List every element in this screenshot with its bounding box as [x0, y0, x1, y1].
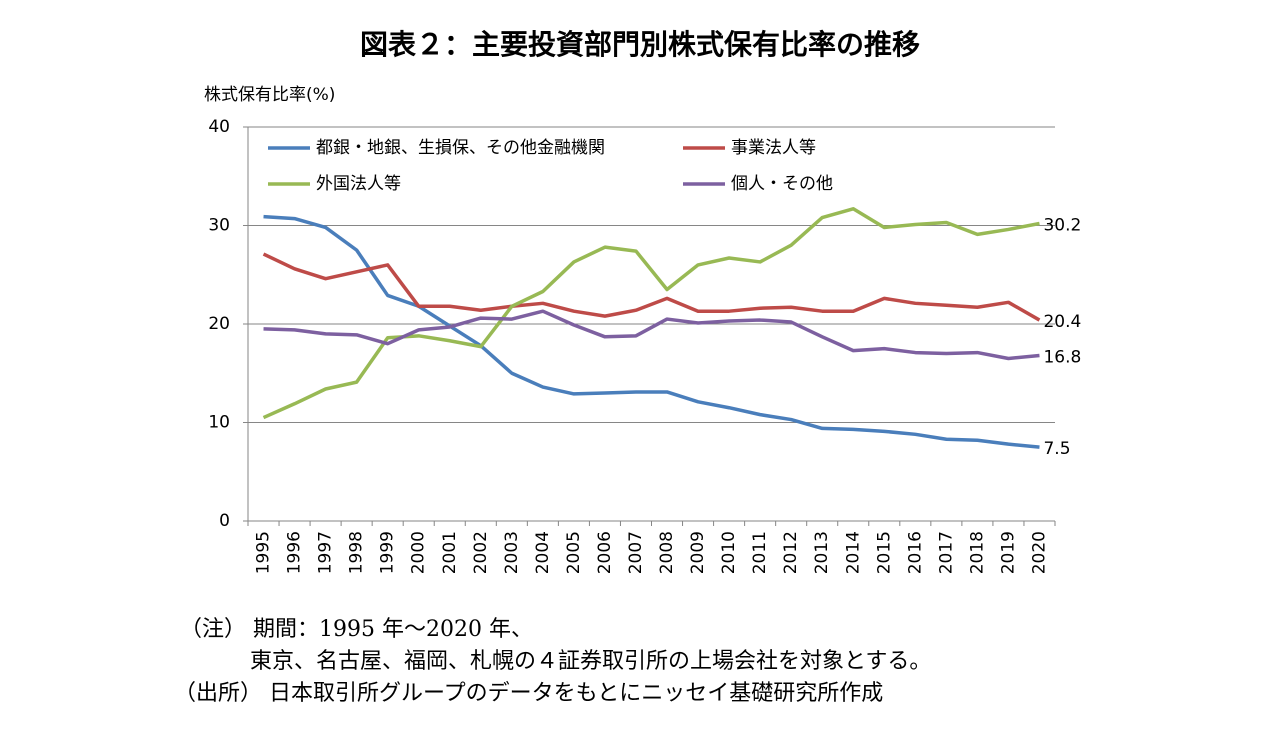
x-tick-label: 1996: [285, 531, 305, 574]
x-tick-label: 2015: [874, 531, 894, 574]
chart: 図表２：主要投資部門別株式保有比率の推移 株式保有比率(%) 0 10 20 30 40…: [204, 28, 1081, 574]
chart-title: 図表２：主要投資部門別株式保有比率の推移: [360, 28, 920, 61]
x-tick-label: 2009: [688, 531, 708, 574]
notes: （注） 期間：1995 年～2020 年、 東京、名古屋、福岡、札幌の４証券取引…: [174, 614, 932, 710]
series-line: [263, 214, 1040, 449]
x-tick-label: 1999: [378, 531, 398, 574]
legend-label: 都銀・地銀、生損保、その他金融機関: [316, 138, 605, 158]
x-tick-label: 2011: [750, 531, 770, 574]
x-tick-label: 1995: [254, 531, 274, 574]
x-tick-label: 2006: [595, 531, 615, 574]
data-label: 16.8: [1043, 348, 1081, 368]
x-tick-label: 1998: [347, 531, 367, 574]
x-tick-label: 2017: [936, 531, 956, 574]
x-tick-label: 2001: [440, 531, 460, 574]
x-tick-label: 2000: [409, 531, 429, 574]
y-tick-label: 10: [208, 413, 230, 433]
series-line: [262, 207, 1040, 420]
x-tick-label: 2004: [533, 531, 553, 574]
data-label: 20.4: [1043, 312, 1081, 332]
x-tick-label: 2019: [998, 531, 1018, 574]
note: （出所） 日本取引所グループのデータをもとにニッセイ基礎研究所作成: [174, 681, 884, 706]
note: 東京、名古屋、福岡、札幌の４証券取引所の上場会社を対象とする。: [250, 649, 932, 674]
x-tick-label: 2008: [657, 531, 677, 574]
x-tick-label: 2013: [812, 531, 832, 574]
data-label: 30.2: [1043, 216, 1081, 236]
legend-label: 外国法人等: [316, 174, 401, 194]
legend-label: 個人・その他: [731, 174, 833, 194]
x-tick-label: 2012: [781, 531, 801, 574]
x-tick-label: 2016: [905, 531, 925, 574]
y-tick-label: 20: [208, 314, 230, 334]
x-tick-label: 2020: [1029, 531, 1049, 574]
note: （注） 期間：1995 年～2020 年、: [180, 617, 533, 642]
x-tick-label: 2002: [471, 531, 491, 574]
x-tick-label: 2010: [719, 531, 739, 574]
y-tick-label: 0: [219, 511, 230, 531]
x-tick-label: 2003: [502, 531, 522, 574]
y-axis-label: 株式保有比率(%): [204, 85, 335, 105]
series-line: [263, 309, 1040, 361]
y-tick-label: 30: [208, 216, 230, 236]
x-tick-label: 2007: [626, 531, 646, 574]
x-tick-label: 2018: [967, 531, 987, 574]
data-label: 7.5: [1043, 439, 1070, 459]
x-tick-label: 1997: [316, 531, 336, 574]
x-tick-label: 2005: [564, 531, 584, 574]
y-tick-label: 40: [208, 117, 230, 137]
series-line: [262, 252, 1041, 322]
x-tick-label: 2014: [843, 531, 863, 574]
legend-label: 事業法人等: [731, 138, 816, 158]
